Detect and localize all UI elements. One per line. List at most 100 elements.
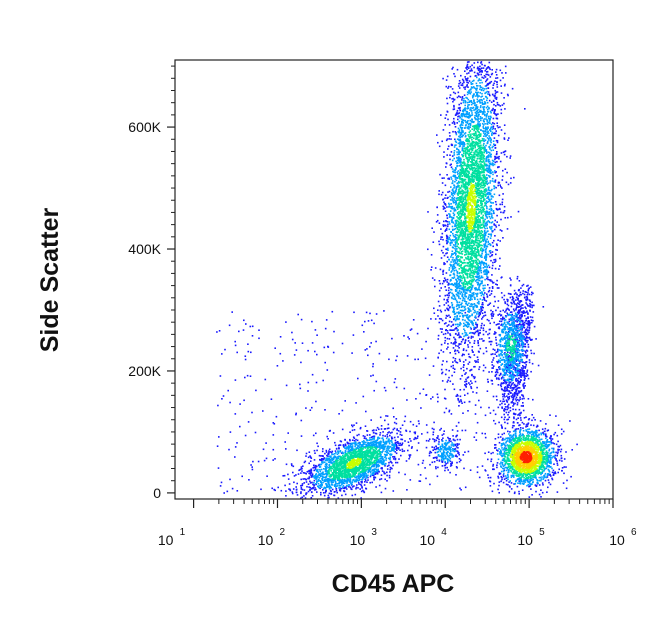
scatter-point xyxy=(466,101,469,104)
scatter-point xyxy=(412,319,415,321)
scatter-point xyxy=(450,216,453,219)
scatter-point xyxy=(353,440,356,442)
scatter-point xyxy=(362,435,365,437)
scatter-point xyxy=(475,104,477,107)
scatter-point xyxy=(438,321,441,324)
scatter-point xyxy=(336,485,339,487)
scatter-point xyxy=(490,101,493,103)
scatter-point xyxy=(307,390,309,392)
scatter-point xyxy=(489,115,492,118)
scatter-point xyxy=(350,446,352,448)
scatter-point xyxy=(445,239,448,242)
scatter-point xyxy=(250,351,252,354)
scatter-point xyxy=(251,335,254,337)
scatter-point xyxy=(502,382,504,385)
scatter-point xyxy=(444,443,446,445)
scatter-point xyxy=(300,488,303,490)
scatter-point xyxy=(453,274,456,276)
scatter-point xyxy=(494,181,497,183)
scatter-point xyxy=(510,395,513,397)
scatter-point xyxy=(492,164,494,167)
scatter-point xyxy=(454,174,457,177)
scatter-point xyxy=(254,431,257,434)
scatter-point xyxy=(506,385,509,387)
scatter-point xyxy=(468,89,470,92)
scatter-point xyxy=(464,342,466,344)
scatter-point xyxy=(549,483,552,486)
scatter-point xyxy=(445,166,447,168)
scatter-point xyxy=(452,207,454,210)
scatter-point xyxy=(450,289,453,291)
scatter-point xyxy=(320,459,323,462)
scatter-point xyxy=(447,282,450,285)
scatter-point xyxy=(519,335,522,338)
scatter-point xyxy=(450,321,453,323)
scatter-point xyxy=(492,359,494,361)
scatter-point xyxy=(463,306,466,309)
scatter-point xyxy=(326,459,328,462)
scatter-point xyxy=(321,461,323,464)
scatter-point xyxy=(491,251,494,253)
scatter-point xyxy=(483,298,485,300)
scatter-point xyxy=(360,484,363,487)
scatter-point xyxy=(442,238,444,241)
scatter-point xyxy=(507,323,509,325)
scatter-point xyxy=(488,106,490,109)
scatter-point xyxy=(530,424,532,426)
scatter-point xyxy=(489,480,492,483)
scatter-point xyxy=(391,467,393,470)
scatter-point xyxy=(465,96,467,99)
scatter-point xyxy=(509,409,512,412)
scatter-point xyxy=(443,151,445,153)
scatter-point xyxy=(448,338,451,340)
scatter-point xyxy=(443,201,445,203)
scatter-point xyxy=(510,476,513,479)
scatter-point xyxy=(431,461,434,464)
scatter-point xyxy=(513,374,515,376)
scatter-point xyxy=(441,372,443,375)
scatter-point xyxy=(448,259,450,261)
scatter-point xyxy=(372,363,374,365)
scatter-point xyxy=(502,169,504,172)
scatter-point xyxy=(531,362,534,365)
scatter-point xyxy=(517,482,519,484)
scatter-point xyxy=(509,324,511,327)
scatter-point xyxy=(458,323,460,326)
scatter-point xyxy=(363,331,365,333)
scatter-point xyxy=(451,456,453,458)
scatter-point xyxy=(528,299,531,301)
scatter-point xyxy=(556,491,559,493)
scatter-point xyxy=(492,313,495,316)
scatter-point xyxy=(366,434,369,436)
scatter-point xyxy=(274,347,276,349)
scatter-point xyxy=(486,67,488,69)
scatter-point xyxy=(505,366,508,368)
scatter-point xyxy=(494,422,497,425)
scatter-point xyxy=(526,341,528,344)
scatter-point xyxy=(391,447,393,449)
scatter-point xyxy=(514,370,517,373)
scatter-point xyxy=(507,369,509,371)
scatter-point xyxy=(378,484,381,487)
scatter-point xyxy=(507,396,509,399)
scatter-point xyxy=(473,319,475,322)
scatter-point xyxy=(473,71,476,74)
scatter-point xyxy=(514,402,516,405)
scatter-point xyxy=(476,292,479,295)
scatter-point xyxy=(504,301,506,303)
scatter-point xyxy=(454,323,457,326)
scatter-point xyxy=(431,446,433,448)
scatter-point xyxy=(485,264,488,266)
scatter-point xyxy=(457,332,460,334)
scatter-point xyxy=(373,476,375,479)
scatter-point xyxy=(393,436,396,439)
scatter-point xyxy=(520,315,523,318)
scatter-point xyxy=(473,62,476,64)
scatter-point xyxy=(484,70,487,72)
scatter-point xyxy=(559,450,562,453)
scatter-point xyxy=(526,285,528,287)
scatter-point xyxy=(451,250,454,253)
scatter-point xyxy=(516,325,519,327)
scatter-point xyxy=(502,151,505,154)
scatter-point xyxy=(452,198,455,200)
